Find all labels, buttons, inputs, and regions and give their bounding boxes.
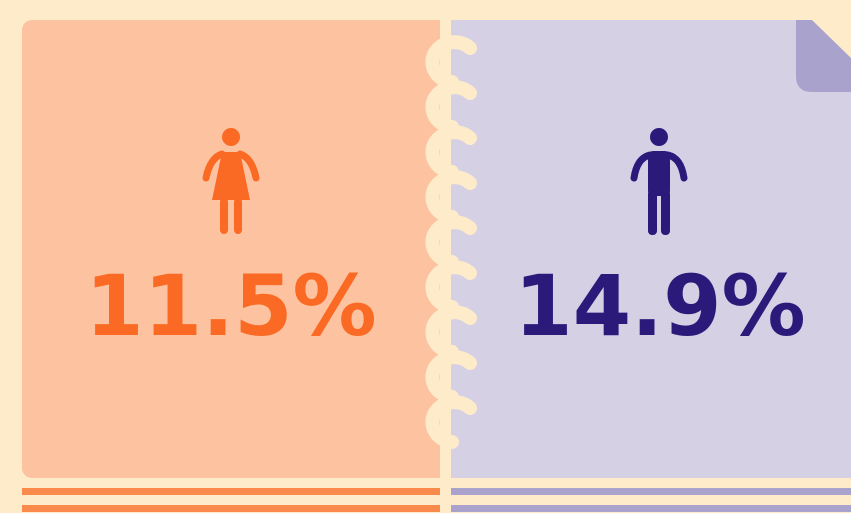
- female-percentage: 11.5%: [85, 257, 376, 355]
- page-edge: [22, 505, 440, 512]
- infographic: 11.5% 14.9%: [0, 0, 851, 513]
- male-percentage: 14.9%: [514, 257, 805, 355]
- page-edge: [451, 488, 851, 495]
- page-edge: [451, 505, 851, 512]
- male-panel: [446, 20, 851, 478]
- female-panel: [22, 20, 462, 478]
- page-edge: [22, 488, 440, 495]
